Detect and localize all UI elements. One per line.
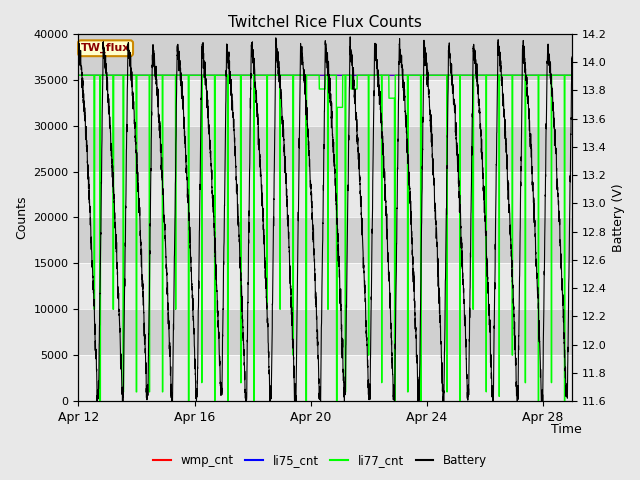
- Bar: [79, 264, 572, 309]
- Bar: [79, 355, 572, 401]
- Text: TW_flux: TW_flux: [81, 43, 131, 53]
- Y-axis label: Counts: Counts: [15, 196, 28, 239]
- Bar: [79, 80, 572, 126]
- Y-axis label: Battery (V): Battery (V): [612, 183, 625, 252]
- Bar: [79, 34, 572, 80]
- Bar: [79, 171, 572, 217]
- Legend: wmp_cnt, li75_cnt, li77_cnt, Battery: wmp_cnt, li75_cnt, li77_cnt, Battery: [148, 449, 492, 472]
- Bar: [79, 126, 572, 171]
- Title: Twitchel Rice Flux Counts: Twitchel Rice Flux Counts: [228, 15, 422, 30]
- X-axis label: Time: Time: [551, 423, 582, 436]
- Bar: [79, 217, 572, 264]
- Bar: [79, 309, 572, 355]
